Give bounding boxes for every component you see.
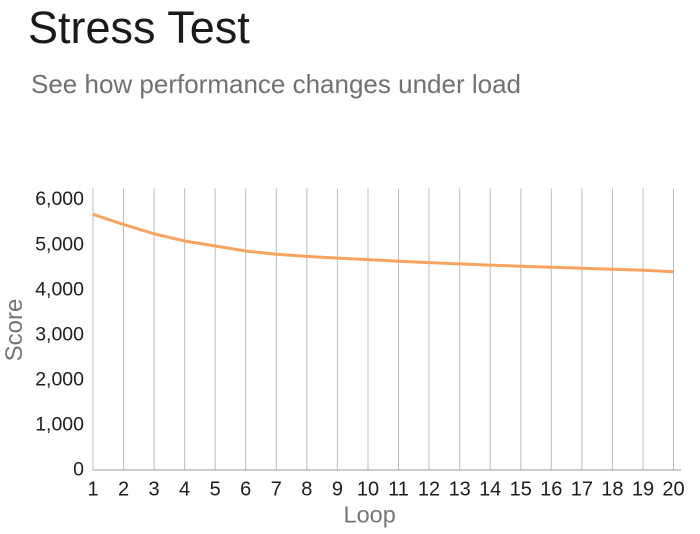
svg-text:16: 16 [540,479,562,501]
svg-text:0: 0 [73,459,84,481]
svg-text:4: 4 [179,479,190,501]
svg-text:3: 3 [149,479,160,501]
svg-text:12: 12 [418,479,440,501]
svg-text:18: 18 [601,479,623,501]
svg-text:Loop: Loop [344,502,396,528]
svg-text:2,000: 2,000 [35,368,84,390]
svg-text:4,000: 4,000 [35,278,84,300]
svg-text:1,000: 1,000 [35,413,84,435]
svg-text:14: 14 [479,479,501,501]
svg-text:10: 10 [357,479,379,501]
svg-text:11: 11 [388,479,409,501]
svg-text:15: 15 [510,479,532,501]
svg-text:20: 20 [662,479,684,501]
svg-text:6,000: 6,000 [35,188,84,210]
svg-text:9: 9 [332,479,343,501]
svg-text:1: 1 [87,479,98,501]
svg-text:19: 19 [632,479,654,501]
svg-text:5,000: 5,000 [35,233,84,255]
svg-text:17: 17 [571,479,593,501]
svg-text:5: 5 [210,479,221,501]
svg-text:6: 6 [240,479,251,501]
svg-text:8: 8 [301,479,312,501]
svg-text:3,000: 3,000 [35,323,84,345]
svg-text:2: 2 [118,479,129,501]
svg-text:Score: Score [1,299,28,362]
svg-text:13: 13 [449,479,471,501]
svg-text:7: 7 [271,479,282,501]
